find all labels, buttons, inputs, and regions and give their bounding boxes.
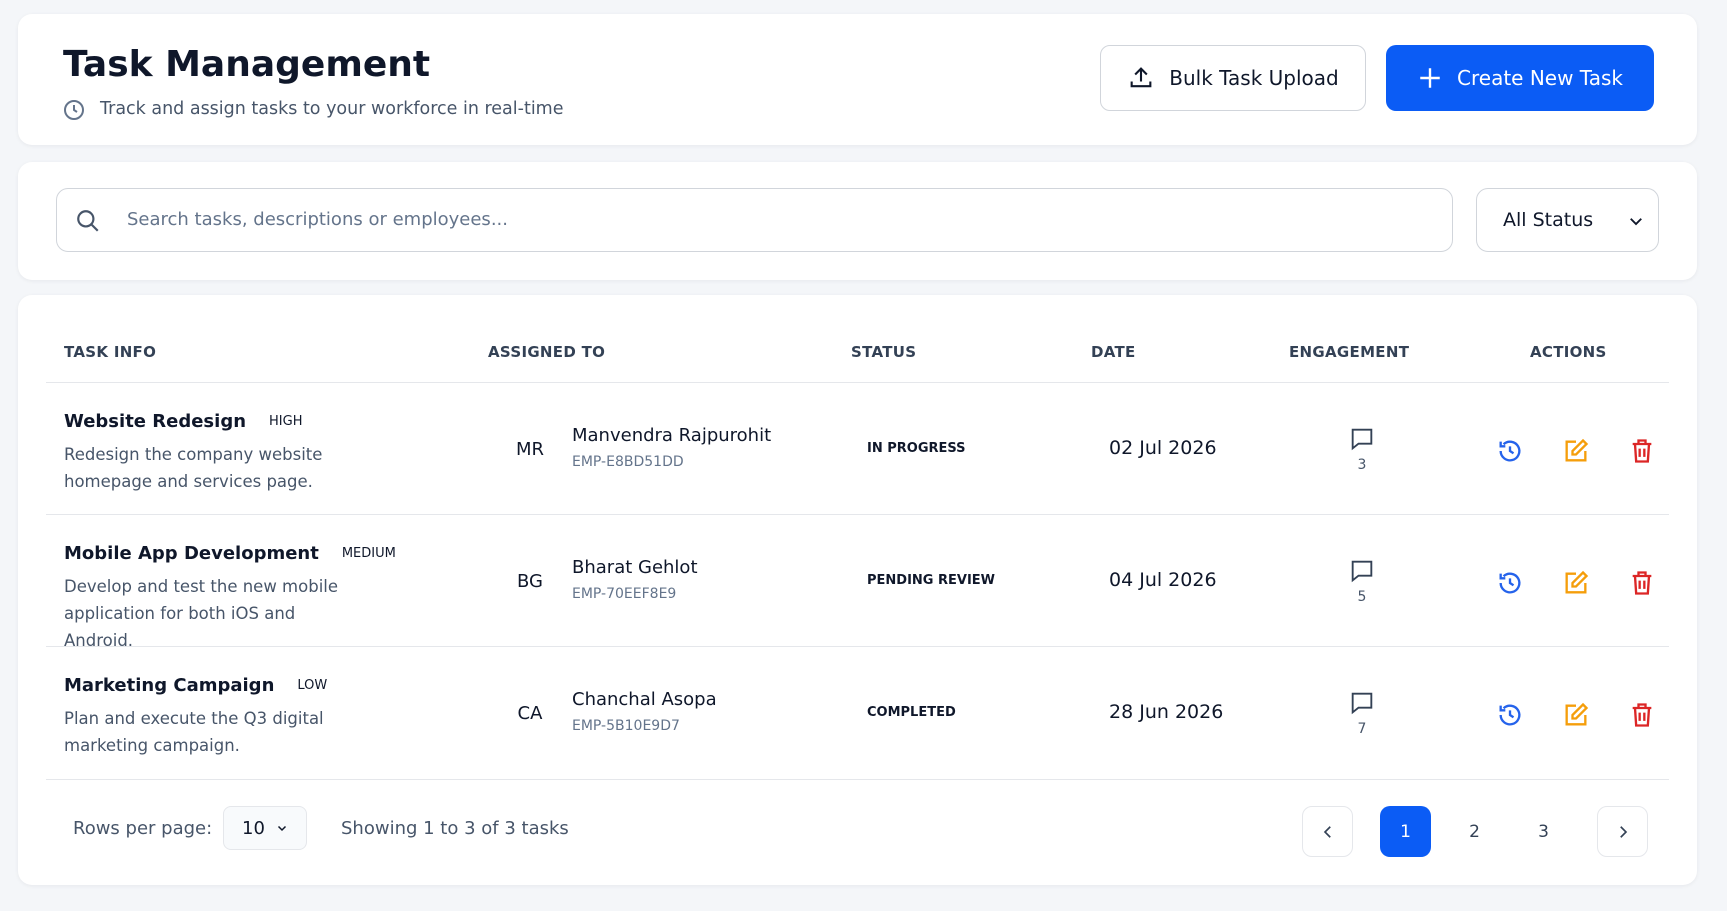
status-badge: IN PROGRESS [867,441,966,456]
edit-button[interactable] [1562,437,1590,465]
task-description: Redesign the company website homepage an… [64,445,323,491]
search-input[interactable]: Search tasks, descriptions or employees.… [56,188,1453,252]
bulk-upload-label: Bulk Task Upload [1169,66,1339,90]
status-badge: PENDING REVIEW [867,573,996,588]
comment-icon [1351,428,1373,451]
prev-page[interactable] [1302,806,1353,857]
page-button[interactable]: 2 [1469,821,1480,842]
bulk-upload-button[interactable]: Bulk Task Upload [1100,45,1366,111]
task-title: Marketing Campaign [64,675,275,696]
task-date: 04 Jul 2026 [1109,569,1217,591]
employee-id: EMP-5B10E9D7 [572,718,680,734]
task-row: Marketing Campaign LOW Plan and execute t… [46,646,1669,778]
comment-count: 7 [1357,721,1367,737]
column-header: TASK INFO [64,343,157,361]
employee-name: Chanchal Asopa [572,689,717,710]
delete-button[interactable] [1628,701,1656,729]
chevron-down [1630,218,1642,226]
history-button[interactable] [1496,437,1524,465]
create-task-button[interactable]: Create New Task [1386,45,1654,111]
engagement: 3 [1348,425,1376,473]
task-date: 28 Jun 2026 [1109,701,1224,723]
subtitle: Track and assign tasks to your workforce… [100,99,564,119]
task-heading: Website Redesign HIGH [64,409,312,434]
avatar: MR [515,438,545,460]
clock-icon [64,100,84,120]
showing-text: Showing 1 to 3 of 3 tasks [341,818,569,839]
column-header: ASSIGNED TO [488,343,606,361]
column-header: ENGAGEMENT [1289,343,1410,361]
employee-name: Bharat Gehlot [572,557,698,578]
rows-per-page-select[interactable]: 10 [223,806,307,850]
employee-id: EMP-70EEF8E9 [572,586,677,602]
column-header: DATE [1091,343,1136,361]
create-task-label: Create New Task [1457,66,1623,90]
status-select-value: All Status [1503,209,1594,231]
table-card: TASK INFO ASSIGNED TO STATUS DATE ENGAGE… [18,295,1697,885]
search-icon [77,210,99,232]
engagement: 7 [1348,689,1376,737]
page-title: Task Management [63,44,431,85]
priority-badge: HIGH [269,414,303,429]
task-title: Website Redesign [64,411,247,432]
comment-icon [1351,692,1373,715]
task-title: Mobile App Development [64,543,319,564]
edit-button[interactable] [1562,569,1590,597]
employee-id: EMP-E8BD51DD [572,454,684,470]
comment-icon [1351,560,1373,583]
task-heading: Marketing Campaign LOW [64,673,337,698]
page-button[interactable]: 3 [1538,821,1549,842]
delete-button[interactable] [1628,569,1656,597]
upload-icon [1130,67,1152,88]
status-badge: COMPLETED [867,705,956,720]
plus-icon [1420,68,1440,88]
priority-badge: LOW [297,678,328,693]
chevron-down [277,825,287,832]
table-footer-divider [46,779,1669,780]
comment-count: 5 [1357,589,1367,605]
task-description: Plan and execute the Q3 digital marketin… [64,709,324,755]
rows-per-page-label: Rows per page: [73,818,213,839]
avatar: BG [517,570,543,592]
task-date: 02 Jul 2026 [1109,437,1217,459]
employee-name: Manvendra Rajpurohit [572,425,772,446]
task-heading: Mobile App Development MEDIUM [64,541,406,566]
filter-card: Search tasks, descriptions or employees.… [18,162,1697,280]
priority-badge: MEDIUM [341,546,396,561]
history-button[interactable] [1496,569,1524,597]
chevron-right [1619,825,1627,838]
avatar: CA [517,702,543,724]
engagement: 5 [1348,557,1376,605]
column-header: STATUS [851,343,917,361]
next-page[interactable] [1597,806,1648,857]
rows-per-page-value: 10 [242,818,265,839]
task-description: Develop and test the new mobile applicat… [64,577,339,650]
header-card: Task Management Track and assign tasks t… [18,14,1697,145]
task-row: Website Redesign HIGH Redesign the compan… [46,382,1669,514]
comment-count: 3 [1357,457,1367,473]
status-select[interactable]: All Status [1476,188,1659,252]
history-button[interactable] [1496,701,1524,729]
delete-button[interactable] [1628,437,1656,465]
task-row: Mobile App Development MEDIUM Develop and… [46,514,1669,650]
chevron-left [1323,825,1331,838]
edit-button[interactable] [1562,701,1590,729]
search-placeholder: Search tasks, descriptions or employees.… [127,209,508,230]
column-header: ACTIONS [1530,343,1607,361]
page-button[interactable]: 1 [1380,806,1431,857]
